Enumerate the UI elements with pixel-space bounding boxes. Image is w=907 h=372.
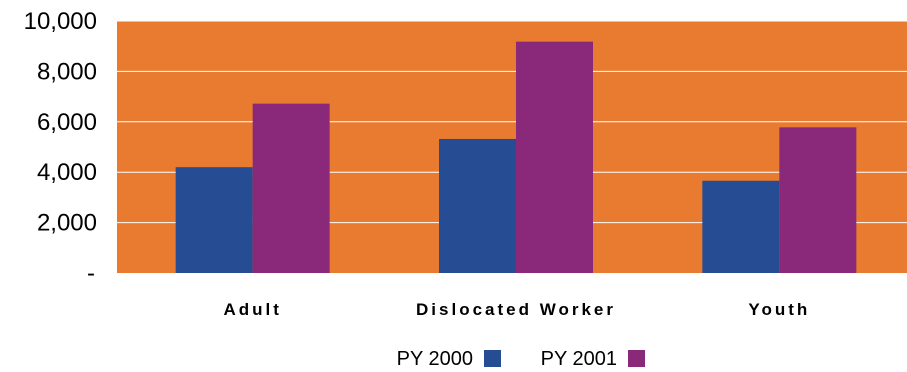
y-axis-ticks: - 2,000 4,000 6,000 8,000 10,000 [24,8,97,287]
bar-py2000-0 [175,167,253,273]
y-tick-label: - [87,260,95,287]
x-category-label: Dislocated Worker [416,300,616,319]
bars [175,41,857,274]
bar-py2001-0 [252,103,330,273]
bar-py2001-2 [779,127,857,274]
y-tick-label: 6,000 [37,109,97,136]
bar-py2000-2 [702,180,780,273]
x-category-label: Youth [748,300,810,319]
legend-label: PY 2001 [541,348,617,370]
legend-label: PY 2000 [397,348,473,370]
legend-swatch [484,350,501,367]
legend: PY 2000 PY 2001 [397,348,645,370]
y-tick-label: 4,000 [37,159,97,186]
y-tick-label: 8,000 [37,58,97,85]
bar-py2000-1 [439,138,516,273]
x-axis-labels: Adult Dislocated Worker Youth [223,300,810,319]
y-tick-label: 2,000 [37,210,97,237]
x-category-label: Adult [223,300,281,319]
y-tick-label: 10,000 [24,8,97,35]
bar-py2001-1 [516,41,593,273]
legend-swatch [628,350,645,367]
